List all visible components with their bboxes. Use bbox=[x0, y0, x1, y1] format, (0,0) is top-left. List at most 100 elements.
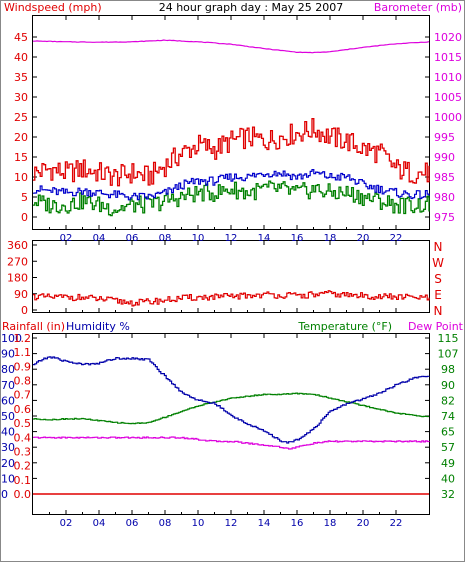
compass-label: S bbox=[434, 272, 442, 286]
temperature-tick-label: 82 bbox=[441, 394, 455, 407]
wind-xtick-label: 02 bbox=[60, 233, 73, 244]
wind-xtick-label: 12 bbox=[225, 233, 238, 244]
chart-title: 24 hour graph day : May 25 2007 bbox=[159, 1, 344, 14]
rth-xtick-label: 04 bbox=[93, 518, 106, 529]
wind-xtick-label: 04 bbox=[93, 233, 106, 244]
compass-label: E bbox=[434, 288, 442, 302]
wind-direction-line bbox=[33, 290, 430, 307]
rth-xtick-label: 16 bbox=[291, 518, 304, 529]
barometer-tick-label: 995 bbox=[434, 131, 455, 144]
windspeed-low-line bbox=[33, 180, 430, 217]
temperature-axis-title: Temperature (°F) bbox=[297, 320, 392, 333]
dewpoint-line bbox=[33, 436, 430, 450]
windspeed-average-line bbox=[33, 169, 430, 201]
windspeed-tick-label: 15 bbox=[14, 151, 28, 164]
rainfall-tick-label: 0.5 bbox=[14, 417, 32, 430]
direction-tick-label: 90 bbox=[14, 288, 28, 301]
windspeed-tick-label: 10 bbox=[14, 171, 28, 184]
humidity-tick-label: 80 bbox=[1, 363, 15, 376]
rth-xtick-label: 06 bbox=[126, 518, 139, 529]
temperature-tick-label: 57 bbox=[441, 441, 455, 454]
rainfall-tick-label: 0.2 bbox=[14, 460, 32, 473]
humidity-tick-label: 60 bbox=[1, 394, 15, 407]
windspeed-tick-label: 20 bbox=[14, 131, 28, 144]
barometer-tick-label: 1005 bbox=[434, 91, 462, 104]
rth-xtick-label: 20 bbox=[357, 518, 370, 529]
humidity-tick-label: 10 bbox=[1, 472, 15, 485]
rainfall-tick-label: 0.0 bbox=[14, 488, 32, 501]
windspeed-tick-label: 45 bbox=[14, 31, 28, 44]
wind-xtick-label: 08 bbox=[159, 233, 172, 244]
direction-tick-label: 360 bbox=[7, 239, 28, 252]
humidity-axis-title: Humidity % bbox=[66, 320, 130, 333]
rth-xtick-label: 18 bbox=[324, 518, 337, 529]
temperature-tick-label: 65 bbox=[441, 426, 455, 439]
humidity-line bbox=[33, 356, 430, 444]
rth-xtick-label: 08 bbox=[159, 518, 172, 529]
wind-xtick-label: 22 bbox=[390, 233, 403, 244]
barometer-line bbox=[33, 39, 430, 54]
humidity-tick-label: 90 bbox=[1, 348, 15, 361]
rth-xtick-label: 12 bbox=[225, 518, 238, 529]
rainfall-tick-label: 0.3 bbox=[14, 445, 32, 458]
wind-xtick-label: 14 bbox=[258, 233, 271, 244]
rainfall-tick-label: 1.1 bbox=[14, 346, 32, 359]
barometer-tick-label: 1000 bbox=[434, 111, 462, 124]
barometer-tick-label: 1020 bbox=[434, 31, 462, 44]
barometer-tick-label: 990 bbox=[434, 151, 455, 164]
windspeed-tick-label: 40 bbox=[14, 51, 28, 64]
windspeed-tick-label: 5 bbox=[21, 191, 28, 204]
rain-humidity-temp-plot: 0 10 20 30 40 50 60 70 80 90 100 0.00.10.2 0.30.40.5… bbox=[1, 332, 459, 529]
wind-xtick-label: 10 bbox=[192, 233, 205, 244]
rainfall-tick-label: 1.2 bbox=[14, 332, 32, 345]
direction-tick-label: 0 bbox=[21, 304, 28, 317]
windspeed-tick-label: 25 bbox=[14, 111, 28, 124]
wind-xtick-label: 18 bbox=[324, 233, 337, 244]
wind-xtick-label: 16 bbox=[291, 233, 304, 244]
direction-tick-label: 180 bbox=[7, 272, 28, 285]
rainfall-tick-label: 0.9 bbox=[14, 360, 32, 373]
barometer-tick-label: 985 bbox=[434, 171, 455, 184]
rainfall-tick-label: 0.8 bbox=[14, 375, 32, 388]
temperature-tick-label: 115 bbox=[438, 332, 459, 345]
compass-label: N bbox=[434, 240, 443, 254]
temperature-line bbox=[33, 392, 429, 425]
barometer-tick-label: 1010 bbox=[434, 71, 462, 84]
windspeed-high-line bbox=[33, 118, 430, 187]
rainfall-tick-label: 0.7 bbox=[14, 389, 32, 402]
humidity-tick-label: 0 bbox=[1, 488, 8, 501]
rain-temp-panel bbox=[32, 333, 430, 515]
wind-baro-plot: 0510152025303540459759809859909951000100… bbox=[14, 16, 462, 244]
barometer-tick-label: 975 bbox=[434, 211, 455, 224]
rainfall-axis-title: Rainfall (in) bbox=[2, 320, 65, 333]
rth-xtick-label: 14 bbox=[258, 518, 271, 529]
dewpoint-axis-title: Dew Point bbox=[408, 320, 464, 333]
rth-xtick-label: 22 bbox=[390, 518, 403, 529]
barometer-axis-title: Barometer (mb) bbox=[374, 1, 462, 14]
temperature-tick-label: 32 bbox=[441, 488, 455, 501]
humidity-tick-label: 50 bbox=[1, 410, 15, 423]
wind-xtick-label: 06 bbox=[126, 233, 139, 244]
rth-xtick-label: 10 bbox=[192, 518, 205, 529]
windspeed-tick-label: 0 bbox=[21, 211, 28, 224]
wind-direction-panel bbox=[32, 240, 430, 313]
humidity-tick-label: 100 bbox=[1, 332, 22, 345]
temperature-tick-label: 49 bbox=[441, 457, 455, 470]
temperature-tick-label: 98 bbox=[441, 363, 455, 376]
temperature-tick-label: 107 bbox=[438, 348, 459, 361]
humidity-tick-label: 20 bbox=[1, 457, 15, 470]
compass-label: N bbox=[434, 304, 443, 318]
humidity-tick-label: 70 bbox=[1, 379, 15, 392]
barometer-tick-label: 1015 bbox=[434, 51, 462, 64]
humidity-tick-label: 40 bbox=[1, 426, 15, 439]
windspeed-tick-label: 35 bbox=[14, 71, 28, 84]
windspeed-tick-label: 30 bbox=[14, 91, 28, 104]
wind-xtick-label: 20 bbox=[357, 233, 370, 244]
rainfall-tick-label: 0.6 bbox=[14, 403, 32, 416]
direction-tick-label: 270 bbox=[7, 255, 28, 268]
compass-label: W bbox=[432, 256, 444, 270]
